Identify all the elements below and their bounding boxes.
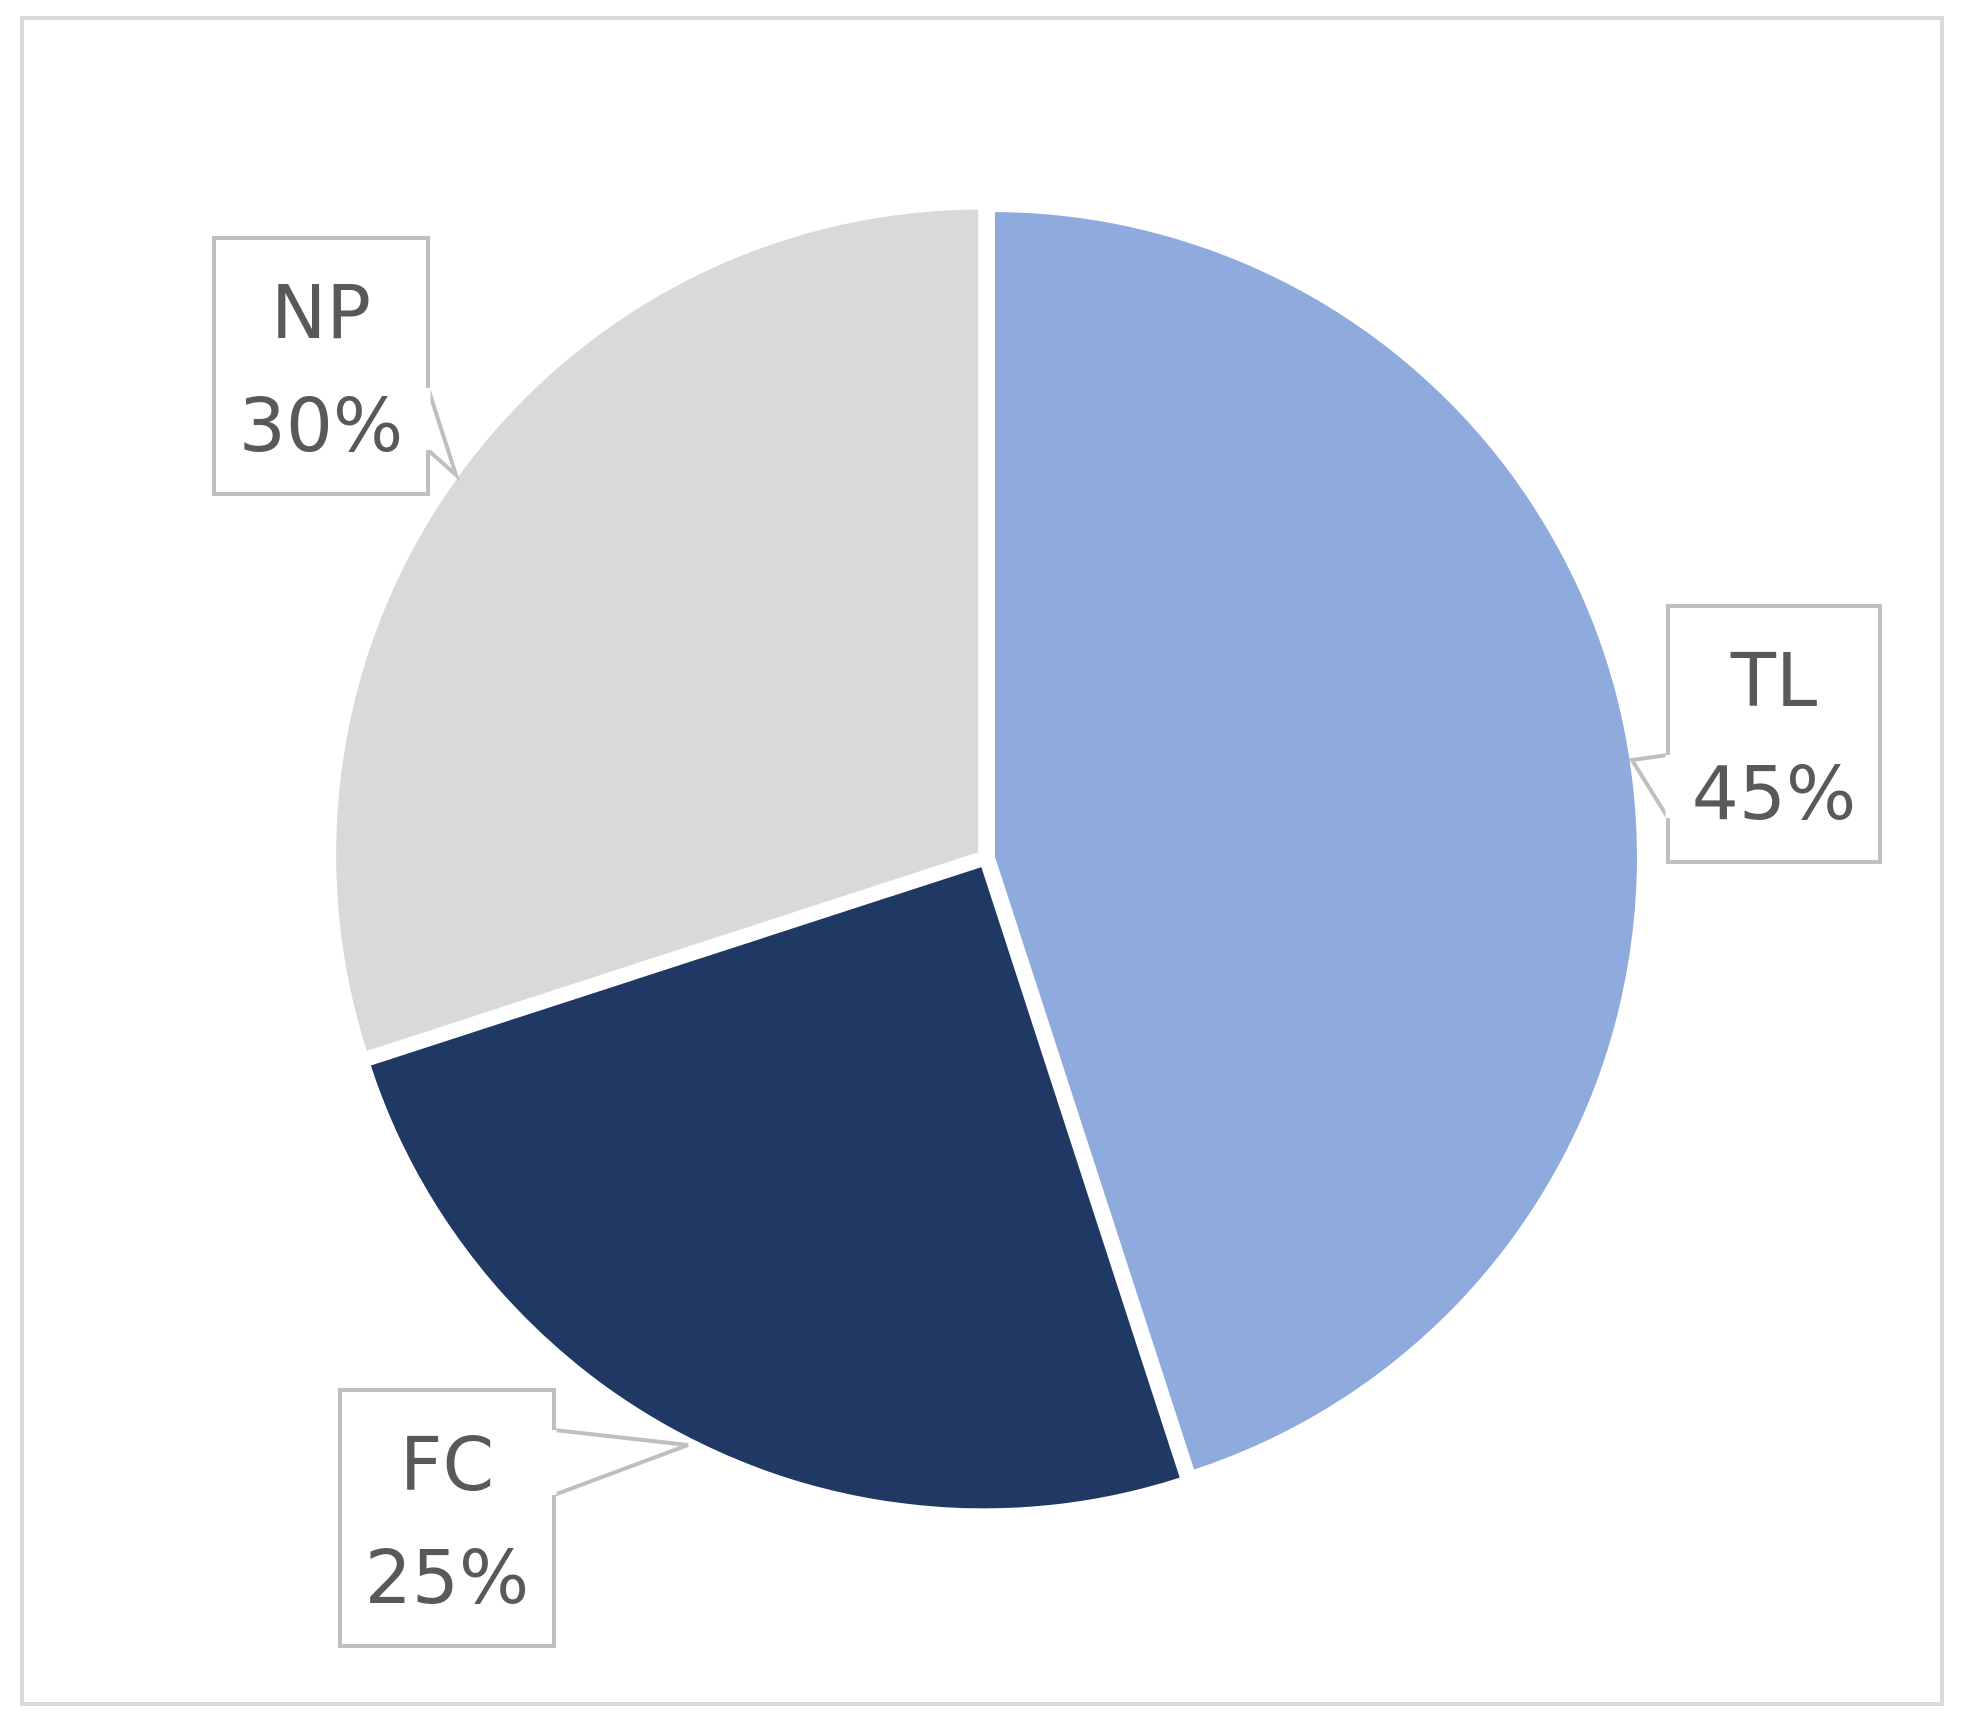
- slice-percent-label: 30%: [239, 383, 403, 469]
- callout-pointer: [552, 1427, 689, 1498]
- data-label-np: NP 30%: [212, 236, 461, 496]
- callout-box: [212, 236, 430, 496]
- slice-category-label: FC: [400, 1422, 494, 1508]
- data-label-tl: TL 45%: [1628, 604, 1882, 864]
- slice-percent-label: 45%: [1692, 751, 1856, 837]
- callout-box: [338, 1388, 556, 1648]
- slice-percent-label: 25%: [365, 1535, 529, 1621]
- slice-category-label: NP: [271, 270, 371, 356]
- slice-category-label: TL: [1730, 638, 1817, 724]
- callout-box: [1666, 604, 1882, 864]
- pie-slices: [330, 203, 1643, 1515]
- data-label-callouts: TL 45% FC 25% NP 30%: [212, 236, 1882, 1648]
- callout-pointer: [426, 387, 461, 482]
- data-label-fc: FC 25%: [338, 1388, 689, 1648]
- pie-slice-tl: [988, 206, 1643, 1477]
- pie-slice-fc: [363, 860, 1187, 1515]
